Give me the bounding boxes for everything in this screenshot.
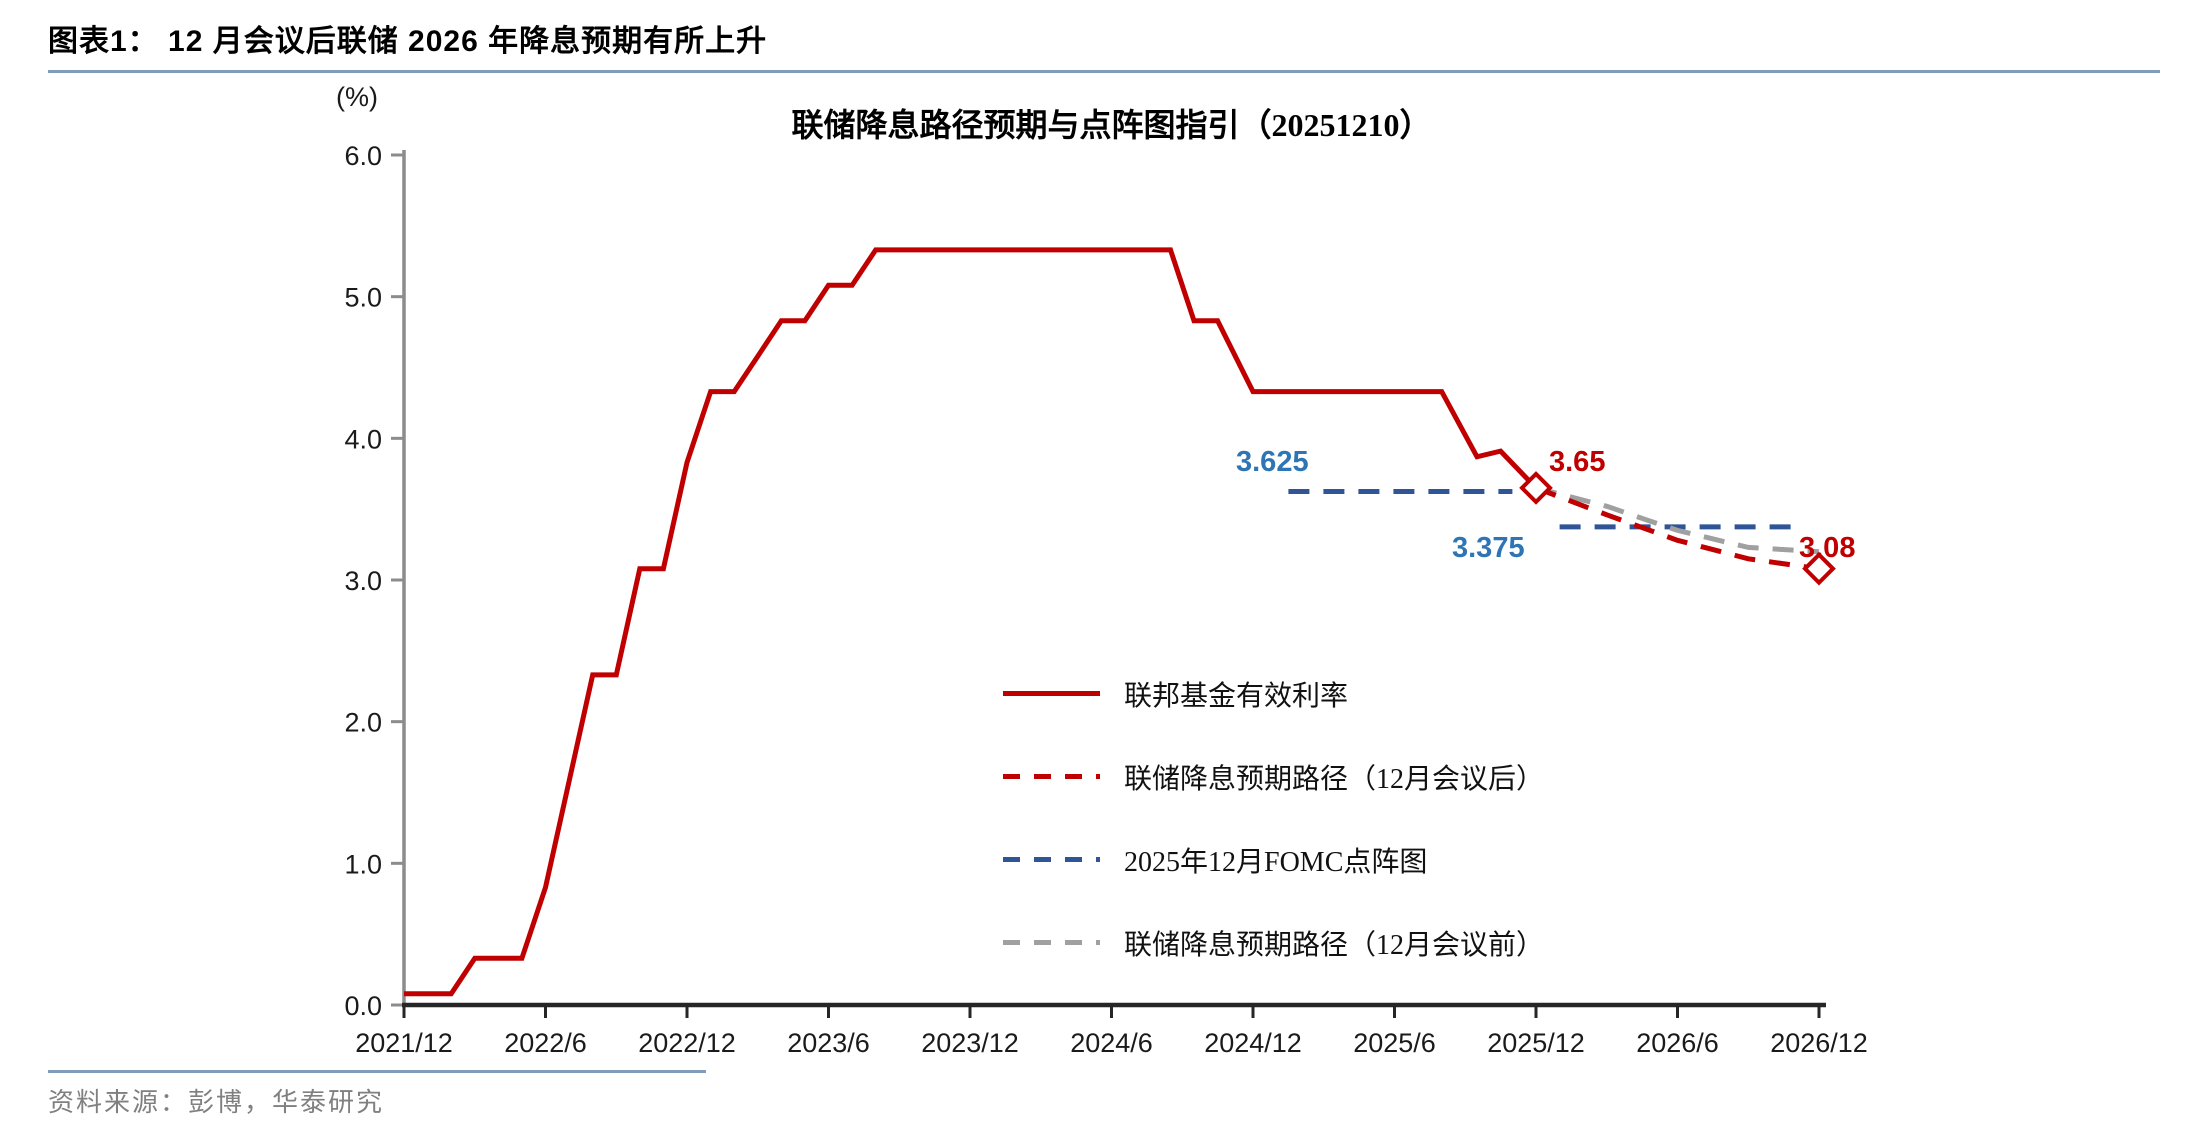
footer-rule bbox=[48, 1070, 706, 1073]
x-tick-label: 2021/12 bbox=[355, 1028, 453, 1058]
chart-legend: 联邦基金有效利率联储降息预期路径（12月会议后） 2025年12月FOMC点阵图联… bbox=[1003, 652, 1544, 984]
x-tick-label: 2025/12 bbox=[1487, 1028, 1585, 1058]
legend-solid-line-swatch bbox=[1003, 691, 1100, 696]
x-tick-label: 2024/6 bbox=[1070, 1028, 1153, 1058]
series-path-pre-meeting bbox=[1535, 485, 1820, 555]
y-tick-label: 5.0 bbox=[344, 283, 382, 313]
x-tick-label: 2023/6 bbox=[787, 1028, 870, 1058]
figure-caption: 图表1： 12 月会议后联储 2026 年降息预期有所上升 bbox=[48, 25, 768, 58]
value-label-3.625: 3.625 bbox=[1236, 446, 1309, 478]
value-label-3.65: 3.65 bbox=[1549, 446, 1606, 478]
value-label-3.375: 3.375 bbox=[1452, 532, 1525, 564]
x-tick-label: 2026/12 bbox=[1770, 1028, 1868, 1058]
x-tick-label: 2022/12 bbox=[638, 1028, 736, 1058]
y-tick-label: 6.0 bbox=[344, 141, 382, 171]
chart-title: 联储降息路径预期与点阵图指引（20251210） bbox=[791, 107, 1432, 143]
y-tick-label: 0.0 bbox=[344, 991, 382, 1021]
y-tick-label: 2.0 bbox=[344, 708, 382, 738]
y-tick-label: 1.0 bbox=[344, 849, 382, 879]
legend-dashed-line-swatch bbox=[1003, 857, 1100, 862]
legend-item-label: 联储降息预期路径（12月会议前） bbox=[1124, 929, 1545, 961]
legend-item: 2025年12月FOMC点阵图 bbox=[1003, 818, 1544, 901]
x-tick-label: 2022/6 bbox=[504, 1028, 587, 1058]
y-axis-unit-label: (%) bbox=[336, 82, 378, 112]
diamond-marker bbox=[1802, 551, 1836, 586]
y-tick-label: 3.0 bbox=[344, 566, 382, 596]
legend-item-label: 联储降息预期路径（12月会议后） bbox=[1124, 763, 1545, 795]
legend-item: 联储降息预期路径（12月会议前） bbox=[1003, 901, 1544, 984]
legend-dashed-line-swatch bbox=[1003, 774, 1100, 779]
x-tick-label: 2023/12 bbox=[921, 1028, 1019, 1058]
series-path-post-meeting bbox=[1535, 485, 1820, 572]
diamond-markers bbox=[1519, 471, 1836, 586]
legend-item: 联储降息预期路径（12月会议后） bbox=[1003, 735, 1544, 818]
x-tick-label: 2025/6 bbox=[1353, 1028, 1436, 1058]
legend-dashed-line-swatch bbox=[1003, 940, 1100, 945]
legend-item-label: 联邦基金有效利率 bbox=[1124, 680, 1349, 712]
source-note: 资料来源：彭博，华泰研究 bbox=[48, 1088, 385, 1117]
legend-item: 联邦基金有效利率 bbox=[1003, 652, 1544, 735]
series-fomc-dot-plot bbox=[1288, 489, 1796, 530]
x-axis: 2021/12 2022/6 2022/12 2023/6 2023/12 2024/6 2… bbox=[355, 1002, 1868, 1058]
diamond-marker bbox=[1519, 471, 1553, 505]
y-axis: 0.0 1.0 2.0 3.0 4.0 5.0 6.0 bbox=[344, 141, 406, 1021]
series-effr-line bbox=[404, 247, 1538, 997]
header-rule bbox=[48, 70, 2160, 73]
legend-item-label: 2025年12月FOMC点阵图 bbox=[1124, 846, 1428, 878]
x-tick-label: 2024/12 bbox=[1204, 1028, 1302, 1058]
x-tick-label: 2026/6 bbox=[1636, 1028, 1719, 1058]
value-label-3.08: 3.08 bbox=[1799, 532, 1856, 564]
y-tick-label: 4.0 bbox=[344, 424, 382, 454]
